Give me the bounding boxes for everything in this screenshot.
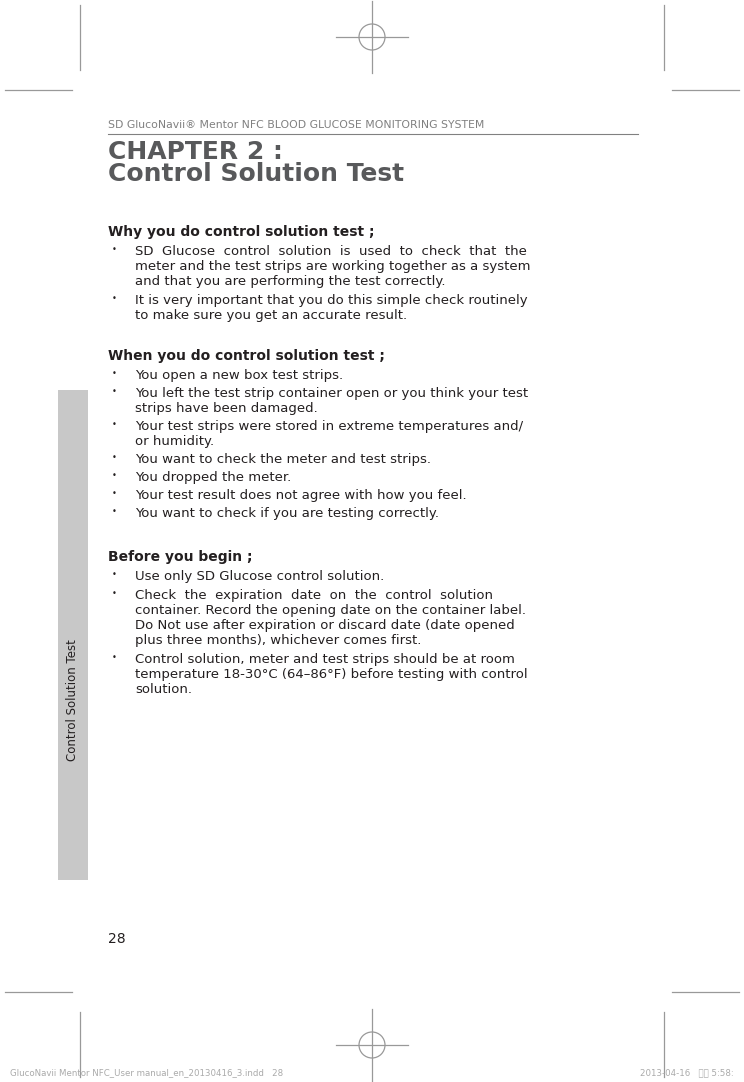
Text: You left the test strip container open or you think your test: You left the test strip container open o… [135,387,528,400]
Text: •: • [112,420,117,428]
Text: •: • [112,654,117,662]
Text: container. Record the opening date on the container label.: container. Record the opening date on th… [135,604,526,617]
Text: to make sure you get an accurate result.: to make sure you get an accurate result. [135,309,407,322]
Text: You want to check the meter and test strips.: You want to check the meter and test str… [135,453,431,466]
Text: Use only SD Glucose control solution.: Use only SD Glucose control solution. [135,570,384,583]
Text: or humidity.: or humidity. [135,435,214,448]
Text: You open a new box test strips.: You open a new box test strips. [135,369,343,382]
Text: plus three months), whichever comes first.: plus three months), whichever comes firs… [135,634,421,647]
Text: strips have been damaged.: strips have been damaged. [135,403,318,415]
Text: Do Not use after expiration or discard date (date opened: Do Not use after expiration or discard d… [135,619,515,632]
Text: •: • [112,589,117,598]
Text: •: • [112,387,117,396]
Text: When you do control solution test ;: When you do control solution test ; [108,349,385,362]
Text: •: • [112,471,117,480]
Text: solution.: solution. [135,683,192,696]
Text: You dropped the meter.: You dropped the meter. [135,471,291,484]
Text: •: • [112,369,117,378]
Text: •: • [112,294,117,303]
Text: and that you are performing the test correctly.: and that you are performing the test cor… [135,275,446,288]
Text: temperature 18-30°C (64–86°F) before testing with control: temperature 18-30°C (64–86°F) before tes… [135,668,527,681]
Text: Control Solution Test: Control Solution Test [108,162,404,186]
Text: Before you begin ;: Before you begin ; [108,550,252,564]
Text: •: • [112,507,117,516]
Text: SD GlucoNavii® Mentor NFC BLOOD GLUCOSE MONITORING SYSTEM: SD GlucoNavii® Mentor NFC BLOOD GLUCOSE … [108,120,484,130]
Text: meter and the test strips are working together as a system: meter and the test strips are working to… [135,260,530,273]
Text: Control Solution Test: Control Solution Test [66,639,80,761]
Text: 28: 28 [108,932,126,946]
Text: •: • [112,245,117,254]
Text: 2013-04-16   오후 5:58:: 2013-04-16 오후 5:58: [641,1068,734,1077]
Text: Check  the  expiration  date  on  the  control  solution: Check the expiration date on the control… [135,589,493,602]
Text: •: • [112,570,117,579]
Text: •: • [112,453,117,462]
Text: SD  Glucose  control  solution  is  used  to  check  that  the: SD Glucose control solution is used to c… [135,245,527,258]
Text: You want to check if you are testing correctly.: You want to check if you are testing cor… [135,507,439,520]
Text: Your test result does not agree with how you feel.: Your test result does not agree with how… [135,489,466,502]
Text: GlucoNavii Mentor NFC_User manual_en_20130416_3.indd   28: GlucoNavii Mentor NFC_User manual_en_201… [10,1068,283,1077]
Text: •: • [112,489,117,498]
Text: It is very important that you do this simple check routinely: It is very important that you do this si… [135,294,527,307]
Text: Control solution, meter and test strips should be at room: Control solution, meter and test strips … [135,654,515,667]
Bar [58,390,88,880]
Text: Why you do control solution test ;: Why you do control solution test ; [108,225,374,239]
Text: CHAPTER 2 :: CHAPTER 2 : [108,140,283,164]
Text: Your test strips were stored in extreme temperatures and/: Your test strips were stored in extreme … [135,420,523,433]
